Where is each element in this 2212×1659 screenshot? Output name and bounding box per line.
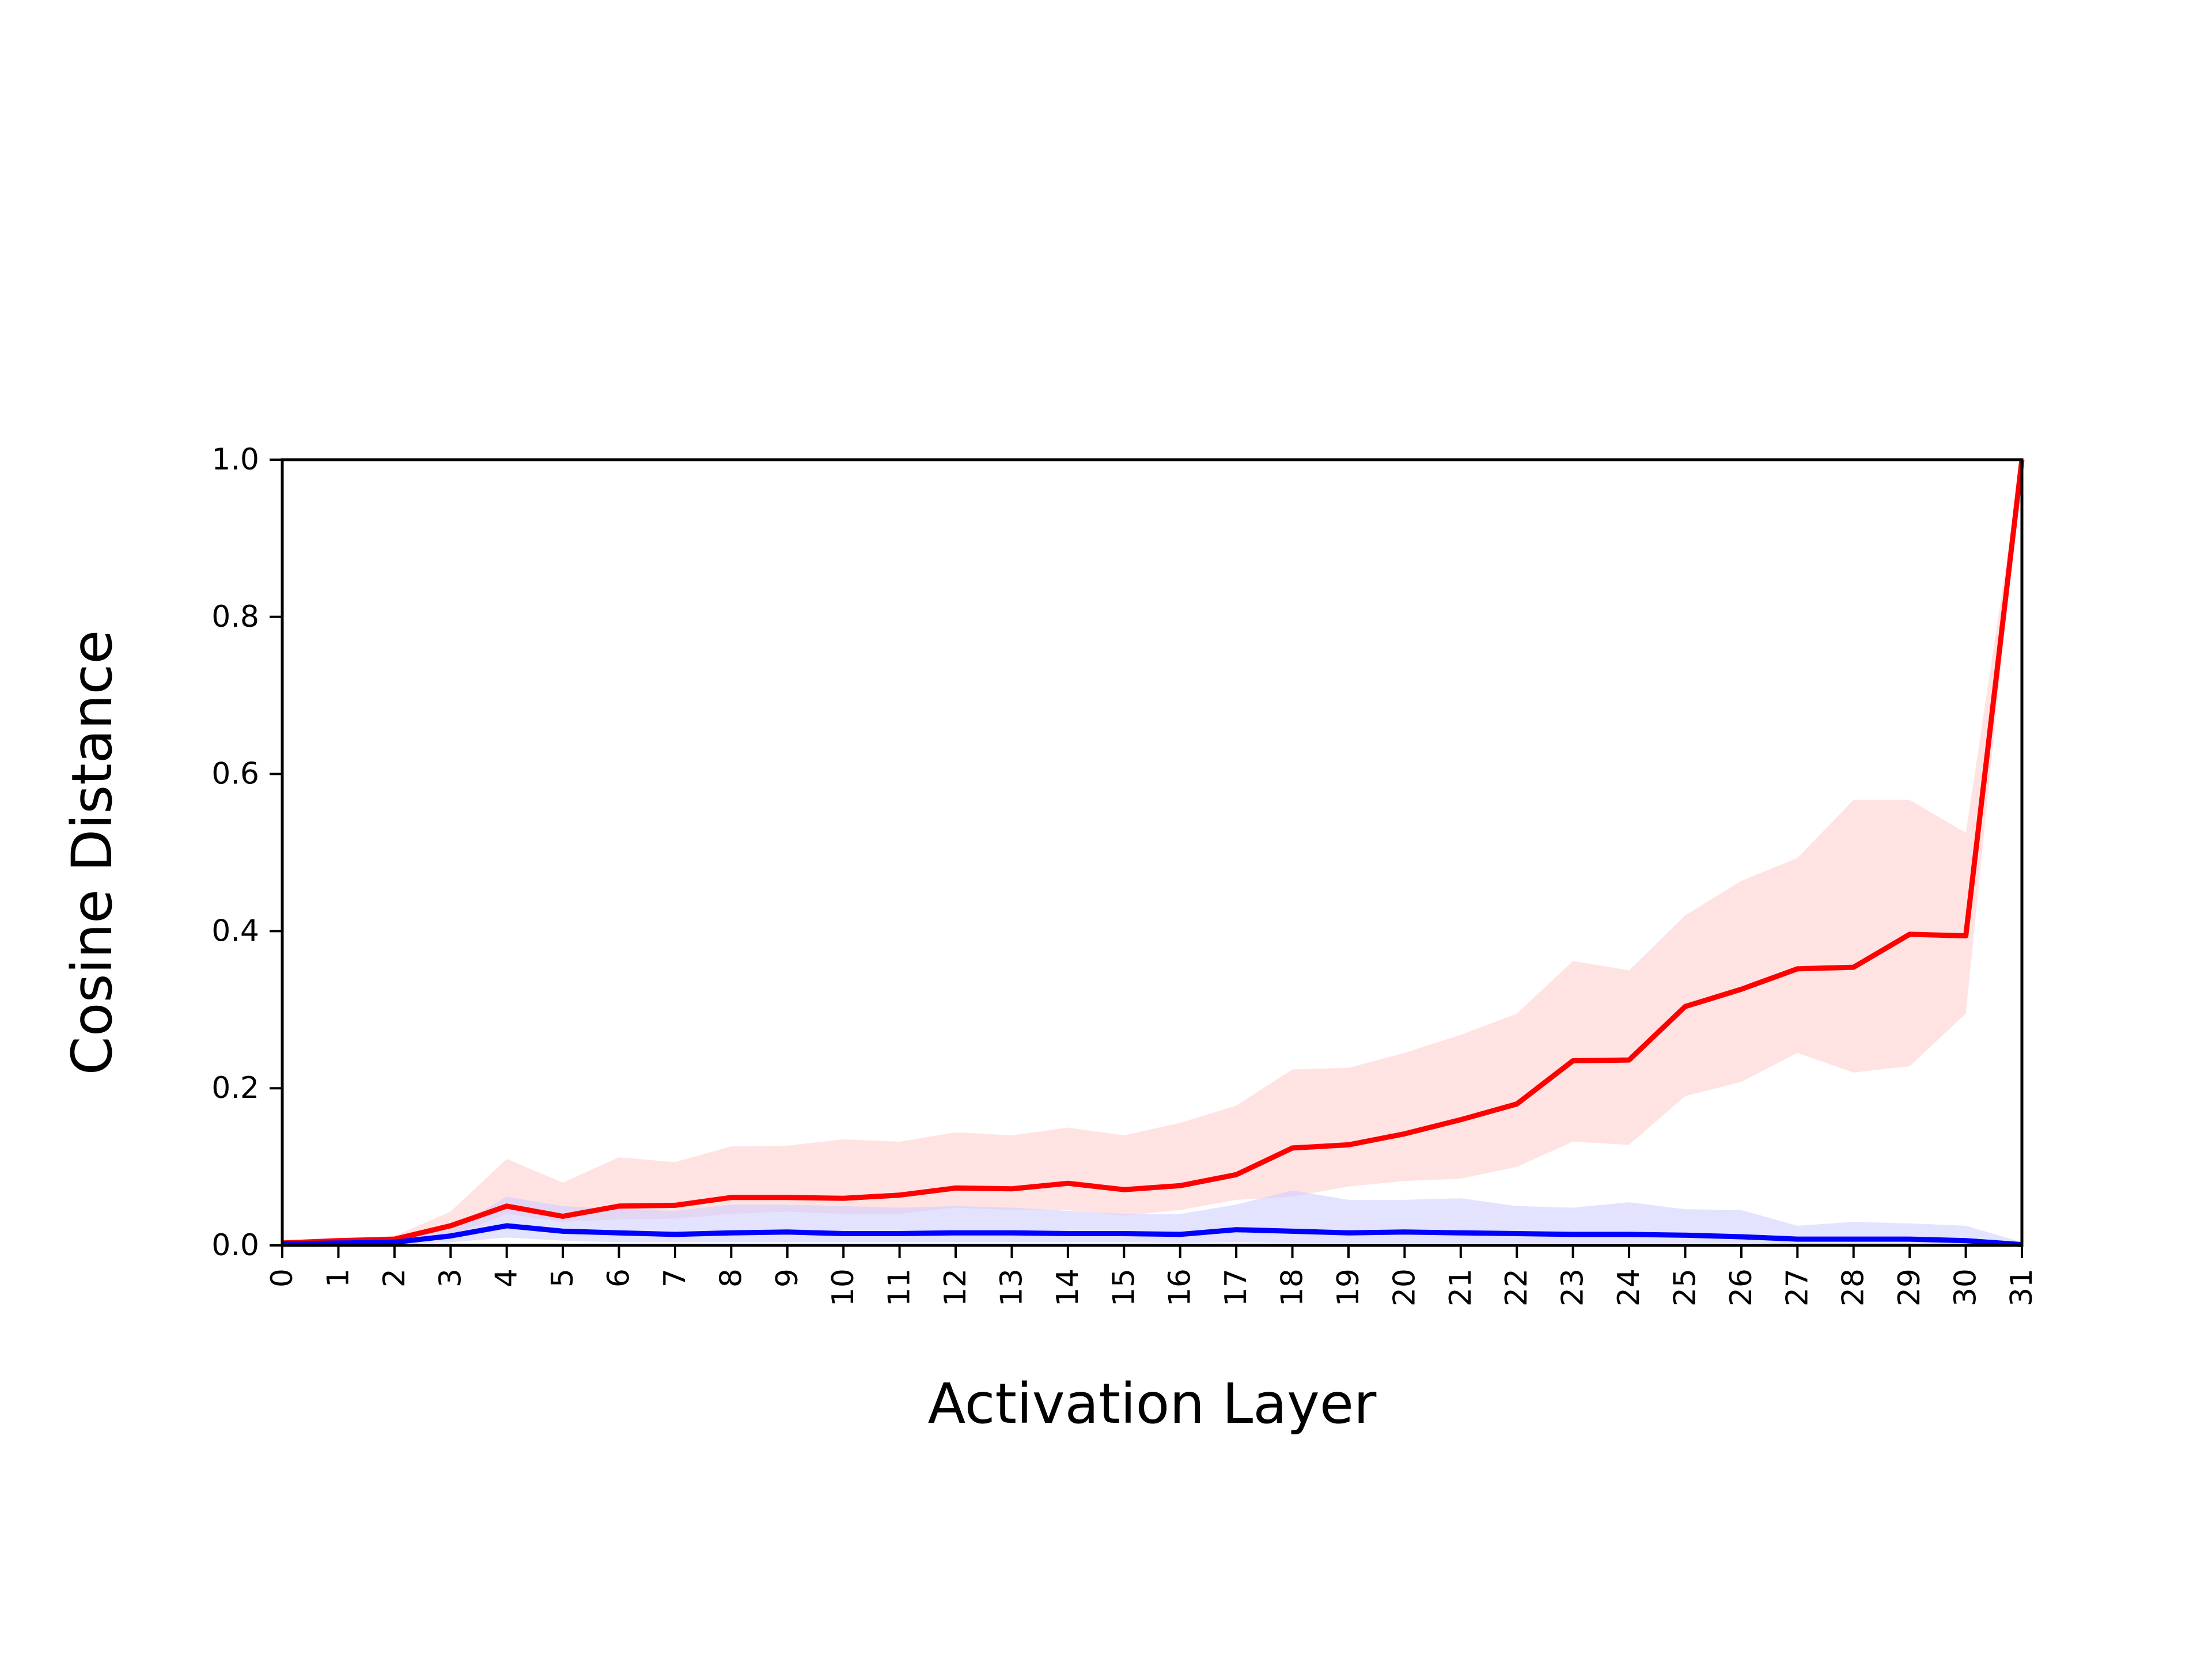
x-tick-label: 10 [826, 1268, 861, 1306]
y-axis-title: Cosine Distance [60, 630, 124, 1075]
x-tick-label: 19 [1331, 1268, 1366, 1306]
x-tick-label: 27 [1780, 1268, 1815, 1306]
x-axis-ticks: 0 1 2 3 4 5 6 7 8 9 10 11 12 13 14 15 16 17 18 19 20 21 22 23 24… [265, 1245, 2039, 1306]
x-tick-label: 2 [377, 1268, 412, 1287]
x-tick-label: 7 [658, 1268, 692, 1287]
x-tick-label: 20 [1387, 1268, 1422, 1306]
x-tick-label: 29 [1892, 1268, 1927, 1306]
y-axis-ticks: 0.0 0.2 0.4 0.6 0.8 1.0 [211, 442, 282, 1263]
x-tick-label: 9 [770, 1268, 805, 1287]
x-tick-label: 17 [1219, 1268, 1253, 1306]
confidence-bands [282, 460, 2022, 1245]
y-tick-label: 0.8 [211, 600, 259, 634]
x-tick-label: 28 [1836, 1268, 1871, 1306]
y-tick-label: 0.4 [211, 914, 259, 948]
x-tick-label: 23 [1556, 1268, 1590, 1306]
x-tick-label: 4 [490, 1268, 524, 1287]
x-tick-label: 22 [1499, 1268, 1534, 1306]
x-tick-label: 31 [2005, 1268, 2039, 1306]
x-tick-label: 15 [1107, 1268, 1141, 1306]
x-tick-label: 6 [602, 1268, 637, 1287]
x-tick-label: 1 [321, 1268, 355, 1287]
y-tick-label: 0.6 [211, 757, 259, 791]
x-axis-title: Activation Layer [928, 1372, 1377, 1436]
x-tick-label: 5 [546, 1268, 580, 1287]
y-tick-label: 1.0 [211, 442, 259, 477]
x-tick-label: 11 [882, 1268, 917, 1306]
series-1-line [282, 1223, 2022, 1248]
x-tick-label: 30 [1949, 1268, 1983, 1306]
x-tick-label: 25 [1668, 1268, 1702, 1306]
series-0-line [282, 459, 2025, 1246]
x-tick-label: 12 [938, 1268, 973, 1306]
x-tick-label: 8 [714, 1268, 748, 1287]
series-0-band [282, 460, 2022, 1243]
x-tick-label: 26 [1724, 1268, 1759, 1306]
x-tick-label: 3 [433, 1268, 468, 1287]
x-tick-label: 21 [1444, 1268, 1478, 1306]
x-tick-label: 16 [1163, 1268, 1198, 1306]
x-tick-label: 13 [994, 1268, 1029, 1306]
x-tick-label: 18 [1275, 1268, 1310, 1306]
y-tick-label: 0.0 [211, 1228, 259, 1263]
x-tick-label: 0 [265, 1268, 300, 1287]
y-tick-label: 0.2 [211, 1071, 259, 1105]
series-lines [282, 459, 2025, 1248]
plot-frame [281, 458, 2024, 1247]
x-tick-label: 14 [1051, 1268, 1085, 1306]
x-tick-label: 24 [1612, 1268, 1646, 1306]
